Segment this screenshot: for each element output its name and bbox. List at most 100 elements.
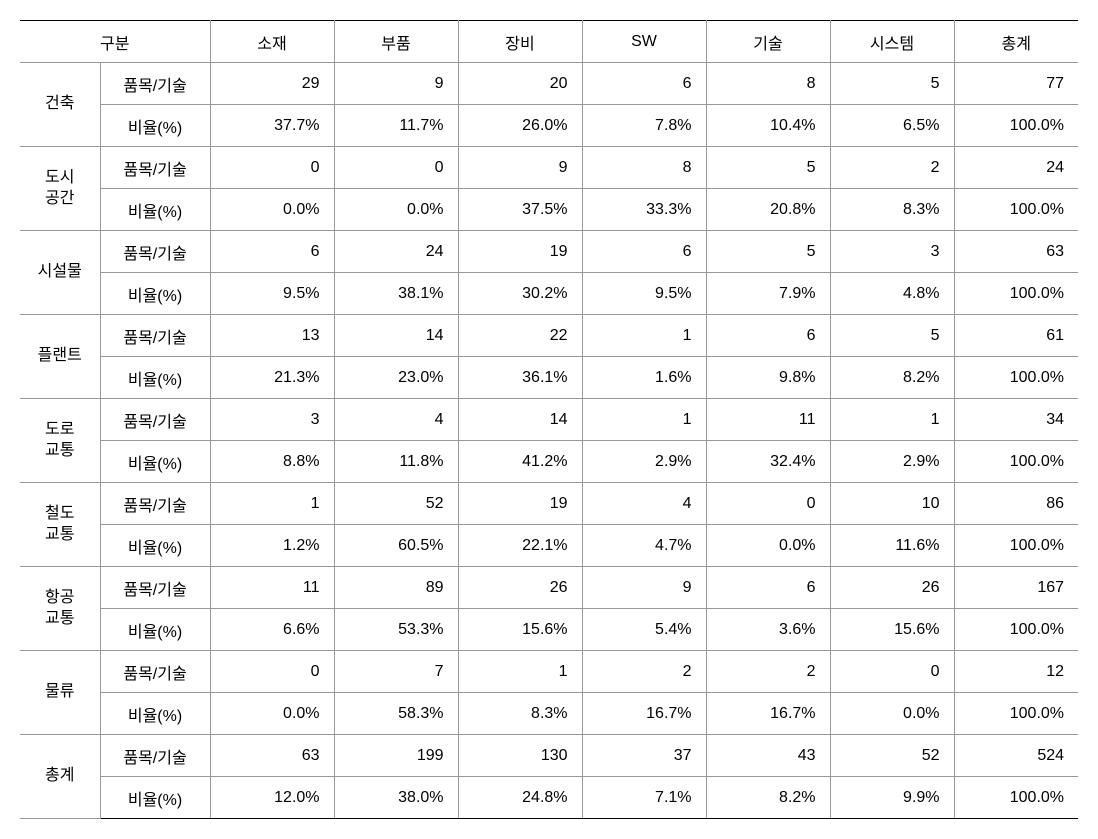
- data-cell: 52: [334, 483, 458, 525]
- data-cell: 11.6%: [830, 525, 954, 567]
- data-cell: 86: [954, 483, 1078, 525]
- data-cell: 8.2%: [830, 357, 954, 399]
- data-cell: 38.1%: [334, 273, 458, 315]
- data-cell: 11: [210, 567, 334, 609]
- data-cell: 0.0%: [830, 693, 954, 735]
- metric-label-count: 품목/기술: [100, 315, 210, 357]
- table-row: 비율(%)8.8%11.8%41.2%2.9%32.4%2.9%100.0%: [20, 441, 1078, 483]
- category-label: 시설물: [20, 231, 100, 315]
- data-cell: 6: [210, 231, 334, 273]
- data-cell: 16.7%: [706, 693, 830, 735]
- metric-label-count: 품목/기술: [100, 147, 210, 189]
- data-cell: 36.1%: [458, 357, 582, 399]
- data-cell: 26.0%: [458, 105, 582, 147]
- data-cell: 34: [954, 399, 1078, 441]
- data-cell: 1.6%: [582, 357, 706, 399]
- table-row: 비율(%)1.2%60.5%22.1%4.7%0.0%11.6%100.0%: [20, 525, 1078, 567]
- category-label: 총계: [20, 735, 100, 819]
- data-cell: 12: [954, 651, 1078, 693]
- data-cell: 26: [458, 567, 582, 609]
- data-cell: 100.0%: [954, 357, 1078, 399]
- data-cell: 11.7%: [334, 105, 458, 147]
- data-cell: 38.0%: [334, 777, 458, 819]
- data-cell: 7: [334, 651, 458, 693]
- data-cell: 10.4%: [706, 105, 830, 147]
- data-cell: 7.1%: [582, 777, 706, 819]
- data-cell: 58.3%: [334, 693, 458, 735]
- metric-label-count: 품목/기술: [100, 63, 210, 105]
- table-row: 비율(%)0.0%0.0%37.5%33.3%20.8%8.3%100.0%: [20, 189, 1078, 231]
- data-cell: 14: [334, 315, 458, 357]
- data-cell: 9.5%: [210, 273, 334, 315]
- data-cell: 4.7%: [582, 525, 706, 567]
- table-row: 플랜트품목/기술13142216561: [20, 315, 1078, 357]
- data-cell: 24: [334, 231, 458, 273]
- metric-label-ratio: 비율(%): [100, 105, 210, 147]
- column-header: SW: [582, 21, 706, 63]
- data-cell: 21.3%: [210, 357, 334, 399]
- table-row: 비율(%)12.0%38.0%24.8%7.1%8.2%9.9%100.0%: [20, 777, 1078, 819]
- data-cell: 6: [706, 567, 830, 609]
- data-cell: 37.5%: [458, 189, 582, 231]
- data-cell: 15.6%: [830, 609, 954, 651]
- data-cell: 29: [210, 63, 334, 105]
- data-cell: 5.4%: [582, 609, 706, 651]
- data-cell: 5: [706, 147, 830, 189]
- table-row: 물류품목/기술07122012: [20, 651, 1078, 693]
- category-label: 철도교통: [20, 483, 100, 567]
- column-header: 소재: [210, 21, 334, 63]
- data-cell: 2.9%: [830, 441, 954, 483]
- data-cell: 8.2%: [706, 777, 830, 819]
- data-cell: 15.6%: [458, 609, 582, 651]
- data-cell: 130: [458, 735, 582, 777]
- data-table: 구분 소재 부품 장비 SW 기술 시스템 총계 건축품목/기술29920685…: [20, 20, 1078, 819]
- data-cell: 37.7%: [210, 105, 334, 147]
- data-cell: 1: [830, 399, 954, 441]
- data-cell: 60.5%: [334, 525, 458, 567]
- data-cell: 11.8%: [334, 441, 458, 483]
- data-cell: 4: [334, 399, 458, 441]
- data-cell: 26: [830, 567, 954, 609]
- data-cell: 9.5%: [582, 273, 706, 315]
- metric-label-count: 품목/기술: [100, 231, 210, 273]
- metric-label-ratio: 비율(%): [100, 609, 210, 651]
- data-cell: 4: [582, 483, 706, 525]
- metric-label-ratio: 비율(%): [100, 693, 210, 735]
- data-cell: 100.0%: [954, 609, 1078, 651]
- data-cell: 2: [830, 147, 954, 189]
- data-cell: 77: [954, 63, 1078, 105]
- data-cell: 13: [210, 315, 334, 357]
- metric-label-count: 품목/기술: [100, 735, 210, 777]
- data-cell: 32.4%: [706, 441, 830, 483]
- category-label: 항공교통: [20, 567, 100, 651]
- table-row: 비율(%)21.3%23.0%36.1%1.6%9.8%8.2%100.0%: [20, 357, 1078, 399]
- data-cell: 37: [582, 735, 706, 777]
- corner-header: 구분: [20, 21, 210, 63]
- table-row: 비율(%)6.6%53.3%15.6%5.4%3.6%15.6%100.0%: [20, 609, 1078, 651]
- data-cell: 3.6%: [706, 609, 830, 651]
- table-header: 구분 소재 부품 장비 SW 기술 시스템 총계: [20, 21, 1078, 63]
- data-cell: 30.2%: [458, 273, 582, 315]
- data-cell: 6.6%: [210, 609, 334, 651]
- column-header: 기술: [706, 21, 830, 63]
- data-cell: 89: [334, 567, 458, 609]
- data-cell: 52: [830, 735, 954, 777]
- data-cell: 6: [582, 231, 706, 273]
- metric-label-ratio: 비율(%): [100, 189, 210, 231]
- column-header: 총계: [954, 21, 1078, 63]
- data-cell: 7.8%: [582, 105, 706, 147]
- data-cell: 8.8%: [210, 441, 334, 483]
- data-cell: 16.7%: [582, 693, 706, 735]
- data-cell: 0.0%: [210, 693, 334, 735]
- data-cell: 41.2%: [458, 441, 582, 483]
- data-cell: 53.3%: [334, 609, 458, 651]
- data-cell: 24.8%: [458, 777, 582, 819]
- data-cell: 20.8%: [706, 189, 830, 231]
- data-cell: 100.0%: [954, 693, 1078, 735]
- data-cell: 19: [458, 483, 582, 525]
- data-cell: 1.2%: [210, 525, 334, 567]
- data-cell: 5: [830, 63, 954, 105]
- data-cell: 14: [458, 399, 582, 441]
- data-cell: 10: [830, 483, 954, 525]
- data-cell: 2: [706, 651, 830, 693]
